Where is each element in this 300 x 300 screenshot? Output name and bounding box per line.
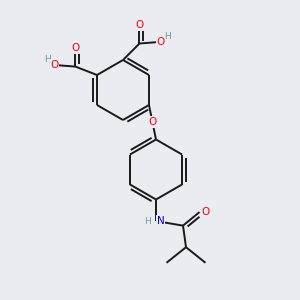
Text: N: N <box>157 216 164 226</box>
Text: O: O <box>156 37 165 47</box>
Text: H: H <box>144 217 151 226</box>
Text: H: H <box>44 55 51 64</box>
Text: O: O <box>148 117 157 127</box>
Text: H: H <box>164 32 171 41</box>
Text: O: O <box>50 60 59 70</box>
Text: O: O <box>135 20 144 30</box>
Text: O: O <box>71 43 80 53</box>
Text: O: O <box>201 207 210 217</box>
